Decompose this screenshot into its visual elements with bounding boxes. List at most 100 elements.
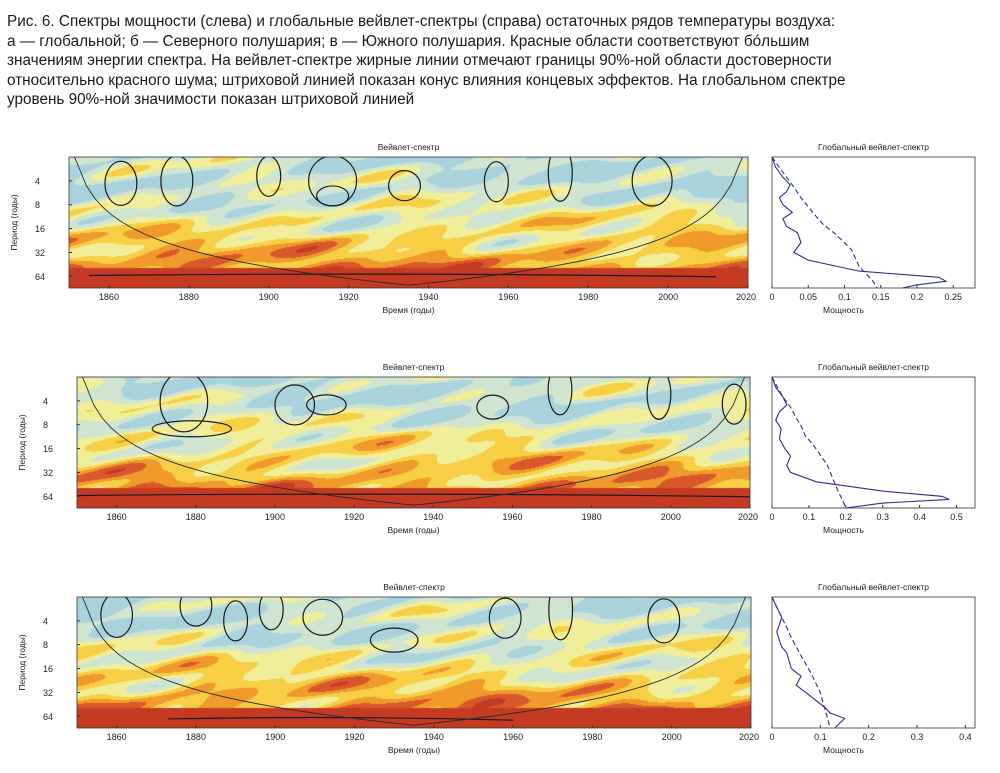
y-tick-label: 32: [43, 688, 53, 698]
significance-contour: [256, 157, 282, 197]
x-tick-label: 1880: [186, 512, 206, 522]
caption-line: уровень 90%-ной значимости показан штрих…: [7, 91, 415, 108]
power-tick-label: 0.25: [944, 292, 962, 302]
x-tick-label: 1880: [186, 732, 206, 742]
global-spectrum-frame: [771, 596, 976, 729]
x-tick-label: 1860: [107, 512, 127, 522]
y-tick-label: 8: [43, 640, 48, 650]
x-tick-label: 1940: [423, 512, 443, 522]
power-tick-label: 0.3: [876, 512, 889, 522]
spectrum-heatmap: [77, 377, 750, 508]
spectrum-title: Вейвлет-спектр: [378, 142, 440, 152]
y-tick-label: 8: [35, 200, 40, 210]
cone-of-influence: [73, 157, 744, 286]
significance-contour: [306, 394, 347, 416]
x-tick-label: 1860: [107, 732, 127, 742]
caption-line: относительно красного шума; штриховой ли…: [7, 71, 846, 89]
global-spectrum-title: Глобальный вейвлет-спектр: [818, 142, 929, 152]
caption-line: а — глобальной; б — Северного полушария;…: [7, 32, 810, 50]
x-tick-label: 1900: [259, 292, 279, 302]
global-spectrum-title: Глобальный вейвлет-спектр: [818, 362, 929, 372]
x-tick-label: 2020: [736, 292, 756, 302]
y-tick-label: 16: [43, 444, 53, 454]
significance-contour: [631, 157, 673, 207]
cone-of-influence: [81, 597, 747, 726]
global-spectrum-frame: [771, 156, 976, 289]
x-tick-label: 2020: [738, 512, 758, 522]
y-tick-label: 4: [43, 616, 48, 626]
panel-a: Вейвлет-спектр 1860 1880 1900 1920 1940 1960 19…: [0, 138, 1000, 328]
x-tick-label: 2020: [739, 732, 759, 742]
x-tick-label: 1980: [582, 512, 602, 522]
x-tick-label: 1920: [344, 512, 364, 522]
significance-contour: [547, 377, 573, 416]
panel-svg: Вейвлет-спектр 1860 1880 1900 1920 1940 1960 19…: [9, 142, 976, 315]
y-axis-label: Период (годы): [17, 414, 27, 471]
spectrum-title: Вейвлет-спектр: [383, 582, 445, 592]
significance-contour: [104, 160, 138, 206]
x-tick-label: 1980: [578, 292, 598, 302]
panel-c: Вейвлет-спектр 1860 1880 1900 1920 1940 1960 19…: [0, 578, 1000, 768]
power-tick-label: 0.5: [950, 512, 963, 522]
global-spectrum-line: [771, 376, 950, 509]
significance-contour: [476, 394, 510, 420]
x-tick-label: 1920: [345, 732, 365, 742]
y-tick-label: 16: [43, 664, 53, 674]
global-spectrum-frame: [771, 376, 976, 509]
power-tick-label: 0: [769, 292, 774, 302]
y-tick-label: 16: [35, 224, 45, 234]
x-axis-label: Время (годы): [382, 305, 434, 315]
significance-contour: [316, 185, 350, 207]
power-tick-label: 0.1: [803, 512, 816, 522]
global-spectrum-line: [771, 156, 948, 289]
significance-contour: [274, 384, 316, 426]
x-tick-label: 2000: [661, 512, 681, 522]
significance-contour: [721, 383, 747, 425]
x-tick-label: 1980: [582, 732, 602, 742]
significance-contour: [548, 597, 574, 641]
power-axis-label: Мощность: [823, 305, 864, 315]
significance-contour: [258, 597, 284, 631]
spectrum-heatmap: [77, 597, 751, 728]
significance-contour: [151, 420, 232, 438]
significance-level-line: [771, 376, 847, 509]
power-tick-label: 0.1: [814, 732, 827, 742]
significance-contour: [302, 598, 344, 636]
power-tick-label: 0.4: [959, 732, 972, 742]
power-tick-label: 0.1: [838, 292, 851, 302]
spectrum-frame: [68, 156, 749, 289]
power-tick-label: 0.15: [872, 292, 890, 302]
x-tick-label: 1880: [179, 292, 199, 302]
significance-contour: [387, 170, 422, 202]
power-tick-label: 0.05: [799, 292, 817, 302]
significance-contour: [223, 600, 249, 642]
spectrum-frame: [76, 596, 752, 729]
cone-of-influence: [81, 377, 746, 506]
x-tick-label: 1900: [265, 732, 285, 742]
power-axis-label: Мощность: [823, 745, 864, 755]
panel-svg: Вейвлет-спектр 1860 1880 1900 1920 1940 1960 19…: [17, 362, 976, 535]
y-axis-label: Период (годы): [17, 634, 27, 691]
y-tick-label: 4: [35, 176, 40, 186]
significance-contour: [646, 377, 672, 420]
significance-contour-long-period: [77, 493, 750, 498]
significance-contour-long-period: [88, 273, 717, 278]
power-tick-label: 0: [769, 512, 774, 522]
power-tick-label: 0.3: [911, 732, 924, 742]
panel-svg: Вейвлет-спектр 1860 1880 1900 1920 1940 1960 19…: [17, 582, 976, 755]
significance-contour: [369, 627, 419, 653]
significance-contour: [647, 598, 681, 644]
y-tick-label: 64: [43, 492, 53, 502]
spectrum-heatmap: [69, 157, 748, 288]
significance-contour: [488, 597, 522, 639]
significance-contour: [483, 161, 509, 203]
x-tick-label: 2000: [658, 292, 678, 302]
global-spectrum-line: [771, 596, 846, 729]
significance-contour: [159, 377, 209, 433]
significance-contour: [547, 157, 573, 202]
x-tick-label: 1960: [502, 512, 522, 522]
y-tick-label: 64: [43, 712, 53, 722]
power-axis-label: Мощность: [823, 525, 864, 535]
power-tick-label: 0: [769, 732, 774, 742]
figure-caption: Рис. 6. Спектры мощности (слева) и глоба…: [7, 12, 992, 110]
